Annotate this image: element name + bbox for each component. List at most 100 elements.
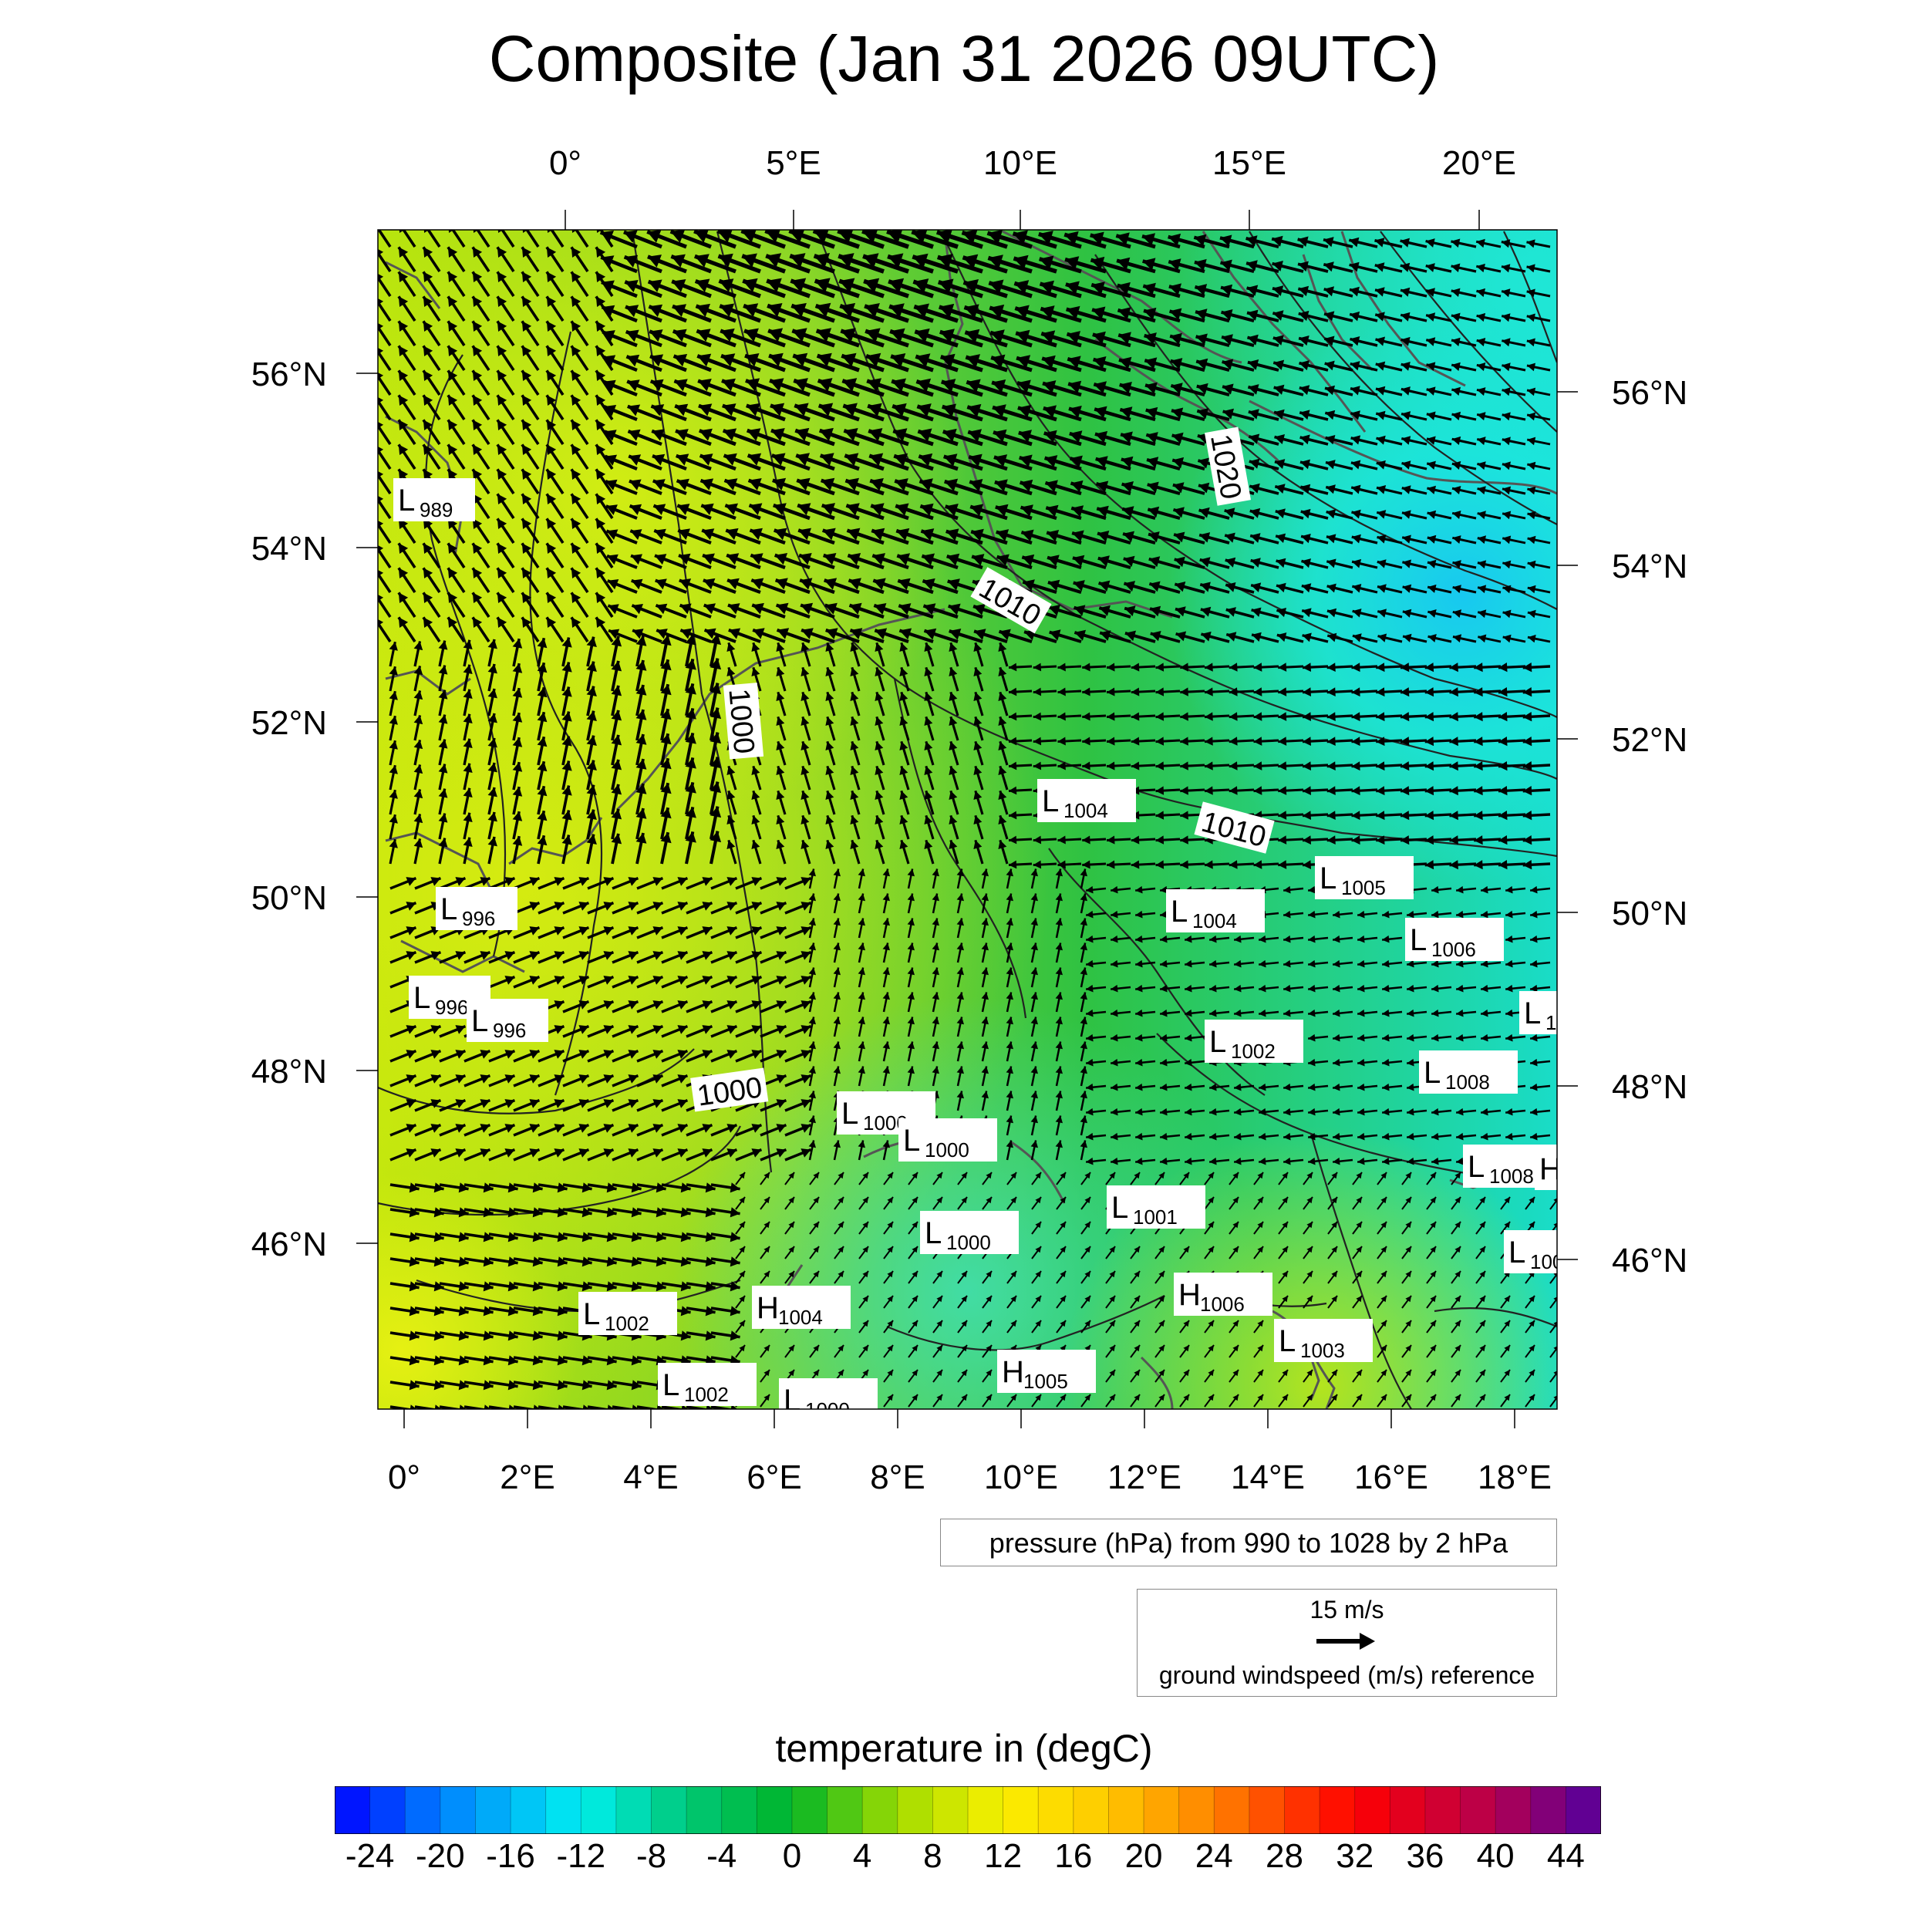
- wind-arrow-head: [974, 629, 986, 640]
- wind-arrow-head: [1259, 1132, 1266, 1141]
- wind-arrow-head: [1198, 507, 1210, 518]
- wind-arrow-head: [406, 1148, 416, 1158]
- wind-arrow-head: [739, 1320, 745, 1327]
- wind-arrow-head: [672, 329, 687, 342]
- wind-arrow-head: [1502, 560, 1512, 569]
- wind-arrow-head: [981, 1017, 989, 1025]
- wind-arrow-head: [1530, 959, 1538, 968]
- wind-arrow-head: [1405, 1246, 1411, 1253]
- wind-arrow-head: [1278, 712, 1287, 721]
- wind-arrow-head: [899, 741, 908, 750]
- wind-arrow-head: [868, 428, 883, 442]
- wind-arrow-head: [680, 1330, 691, 1341]
- wind-arrow-head: [1158, 1345, 1165, 1352]
- wind-arrow-head: [603, 902, 614, 911]
- colorbar-segment: [827, 1786, 863, 1834]
- wind-arrow-head: [882, 868, 890, 877]
- wind-arrow-head: [887, 1296, 893, 1303]
- wind-arrow-head: [554, 1099, 565, 1108]
- wind-arrow-head: [1107, 860, 1115, 869]
- wind-arrow-head: [430, 1148, 441, 1158]
- wind-arrow-head: [998, 766, 1007, 775]
- wind-arrow-head: [652, 1124, 663, 1133]
- wind-arrow-head: [480, 877, 490, 886]
- wind-arrow-head: [849, 602, 862, 615]
- wind-arrow-head: [1424, 761, 1434, 771]
- svg-text:L: L: [1209, 1025, 1226, 1059]
- wind-arrow-head: [1407, 910, 1414, 919]
- wind-arrow-head: [1171, 432, 1184, 444]
- wind-arrow-head: [899, 642, 908, 652]
- wind-arrow-head: [998, 741, 1007, 750]
- wind-arrow-head: [595, 444, 606, 455]
- wind-arrow-head: [1086, 935, 1094, 943]
- wind-arrow-head: [771, 428, 785, 441]
- wind-arrow-head: [1030, 1017, 1038, 1025]
- wind-arrow-head: [1303, 811, 1311, 820]
- wind-arrow-head: [438, 764, 448, 774]
- wind-arrow-head: [1158, 1172, 1165, 1179]
- isobar-label: 1020: [1204, 427, 1251, 506]
- wind-arrow-head: [745, 353, 760, 367]
- wind-arrow-head: [1351, 663, 1360, 673]
- wind-arrow-head: [858, 1066, 865, 1074]
- wind-arrow-head: [1377, 609, 1387, 618]
- colorbar-segment: [1320, 1786, 1356, 1834]
- wind-arrow-head: [1402, 510, 1411, 519]
- wind-arrow-head: [1454, 1172, 1461, 1179]
- colorbar-segment: [1424, 1786, 1461, 1834]
- wind-arrow-head: [507, 1182, 518, 1193]
- wind-arrow-head: [936, 1172, 942, 1179]
- wind-arrow-head: [969, 453, 983, 467]
- wind-arrow-head: [546, 321, 557, 332]
- wind-arrow-head: [897, 553, 910, 565]
- wind-arrow-head: [554, 1074, 565, 1084]
- wind-arrow-head: [1522, 860, 1532, 870]
- wind-arrow-head: [887, 1345, 893, 1352]
- wind-arrow-head: [862, 1271, 868, 1278]
- wind-arrow-head: [763, 1197, 770, 1204]
- wind-arrow-head: [1183, 1172, 1189, 1179]
- bottom-lon-label: 14°E: [1231, 1458, 1305, 1496]
- wind-arrow-head: [1474, 860, 1483, 870]
- wind-arrow-head: [1246, 285, 1259, 296]
- pressure-center-high: H: [1535, 1147, 1557, 1190]
- wind-arrow-head: [1431, 1157, 1439, 1165]
- wind-arrow-head: [433, 1306, 444, 1317]
- wind-arrow-head: [1057, 761, 1066, 770]
- wind-arrow-head: [771, 453, 786, 466]
- wind-arrow-head: [1109, 1271, 1115, 1278]
- wind-arrow-head: [611, 833, 622, 845]
- wind-arrow-head: [1522, 811, 1532, 821]
- wind-arrow-head: [875, 741, 884, 750]
- wind-arrow-head: [907, 942, 915, 951]
- wind-arrow-head: [578, 951, 589, 960]
- wind-arrow-head: [1111, 1108, 1118, 1116]
- wind-arrow-head: [571, 370, 581, 381]
- wind-arrow-head: [801, 602, 814, 615]
- wind-arrow-head: [1430, 1271, 1436, 1278]
- bottom-lon-label: 8°E: [870, 1458, 925, 1496]
- wind-arrow-head: [1380, 1246, 1387, 1253]
- wind-arrow-head: [912, 230, 928, 244]
- wind-arrow-head: [850, 642, 859, 652]
- wind-arrow-head: [1477, 535, 1486, 545]
- wind-arrow-head: [677, 951, 688, 960]
- wind-arrow-head: [769, 352, 784, 367]
- wind-arrow-head: [1427, 634, 1437, 642]
- wind-arrow-head: [389, 765, 398, 774]
- wind-arrow-head: [1427, 584, 1437, 593]
- wind-arrow-head: [1080, 1017, 1087, 1025]
- wind-arrow-head: [652, 926, 663, 936]
- wind-arrow-head: [423, 271, 433, 282]
- wind-arrow-head: [611, 685, 622, 696]
- wind-arrow-head: [739, 1271, 745, 1278]
- wind-arrow-head: [973, 642, 983, 652]
- wind-arrow-head: [1144, 307, 1157, 320]
- pressure-center-low: L 1000: [898, 1118, 997, 1162]
- wind-arrow-head: [864, 278, 880, 293]
- wind-arrow-head: [1009, 786, 1017, 795]
- wind-arrow-head: [943, 453, 958, 467]
- wind-arrow-head: [561, 785, 572, 796]
- svg-text:L: L: [440, 892, 457, 926]
